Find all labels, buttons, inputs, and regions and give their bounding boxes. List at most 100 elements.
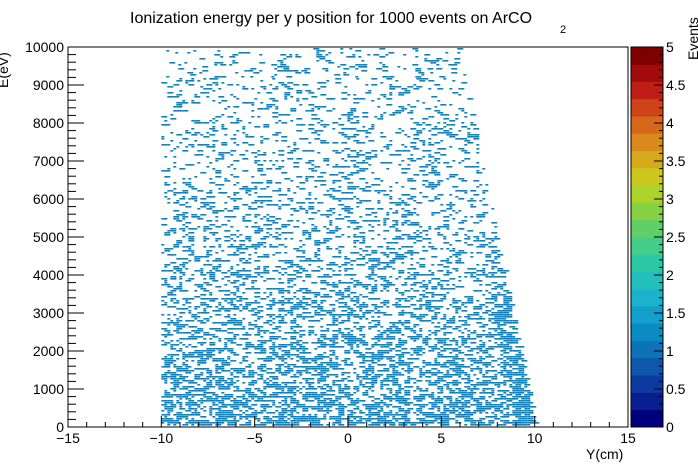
heatmap-cell: [398, 272, 405, 274]
heatmap-cell: [356, 306, 363, 308]
heatmap-cell: [257, 244, 264, 246]
heatmap-cell: [299, 250, 303, 252]
heatmap-cell: [473, 180, 480, 182]
heatmap-cell: [272, 236, 279, 238]
heatmap-cell: [470, 206, 477, 208]
heatmap-cell: [497, 398, 504, 400]
heatmap-cell: [359, 242, 366, 244]
heatmap-cell: [380, 332, 387, 334]
heatmap-cell: [269, 300, 276, 302]
heatmap-cell: [398, 164, 402, 166]
heatmap-cell: [329, 388, 333, 390]
heatmap-cell: [317, 176, 324, 178]
heatmap-cell: [398, 374, 405, 376]
heatmap-cell: [176, 300, 180, 302]
heatmap-cell: [422, 290, 426, 292]
heatmap-cell: [290, 392, 297, 394]
heatmap-cell: [485, 412, 489, 414]
heatmap-cell: [329, 290, 336, 292]
heatmap-cell: [221, 158, 225, 160]
heatmap-cell: [359, 168, 363, 170]
heatmap-cell: [296, 390, 300, 392]
heatmap-cell: [473, 136, 480, 138]
heatmap-cell: [515, 350, 519, 352]
heatmap-cell: [170, 406, 177, 408]
heatmap-cell: [416, 316, 423, 318]
heatmap-cell: [464, 322, 468, 324]
heatmap-cell: [482, 274, 489, 276]
heatmap-cell: [323, 352, 327, 354]
heatmap-cell: [332, 142, 339, 144]
heatmap-cell: [290, 400, 297, 402]
heatmap-cell: [179, 198, 186, 200]
heatmap-cell: [323, 160, 330, 162]
heatmap-cell: [236, 130, 240, 132]
heatmap-cell: [509, 316, 513, 318]
heatmap-cell: [260, 340, 264, 342]
heatmap-cell: [191, 320, 195, 322]
heatmap-cell: [251, 244, 258, 246]
heatmap-cell: [314, 244, 321, 246]
heatmap-cell: [500, 294, 507, 296]
heatmap-cell: [479, 270, 486, 272]
heatmap-cell: [182, 196, 186, 198]
heatmap-cell: [173, 244, 180, 246]
heatmap-cell: [428, 154, 432, 156]
heatmap-cell: [457, 48, 464, 50]
heatmap-cell: [305, 292, 312, 294]
heatmap-cell: [344, 290, 351, 292]
heatmap-cell: [187, 72, 194, 74]
heatmap-cell: [419, 294, 426, 296]
heatmap-cell: [482, 268, 486, 270]
heatmap-cell: [278, 414, 285, 416]
heatmap-cell: [398, 320, 402, 322]
heatmap-cell: [320, 406, 324, 408]
heatmap-cell: [461, 220, 468, 222]
heatmap-cell: [200, 190, 204, 192]
heatmap-cell: [359, 304, 366, 306]
heatmap-cell: [170, 346, 174, 348]
heatmap-cell: [188, 182, 192, 184]
heatmap-cell: [386, 336, 393, 338]
heatmap-cell: [443, 280, 447, 282]
heatmap-cell: [242, 292, 246, 294]
heatmap-cell: [287, 282, 291, 284]
heatmap-cell: [509, 306, 513, 308]
heatmap-cell: [428, 138, 432, 140]
heatmap-cell: [164, 264, 171, 266]
heatmap-cell: [269, 340, 273, 342]
heatmap-cell: [419, 368, 423, 370]
heatmap-cell: [167, 314, 171, 316]
heatmap-cell: [440, 378, 444, 380]
heatmap-cell: [401, 144, 405, 146]
heatmap-cell: [230, 238, 234, 240]
heatmap-cell: [395, 150, 402, 152]
heatmap-cell: [287, 274, 294, 276]
heatmap-cell: [491, 412, 495, 414]
heatmap-cell: [221, 330, 228, 332]
heatmap-cell: [353, 240, 360, 242]
heatmap-cell: [407, 376, 411, 378]
heatmap-cell: [332, 310, 336, 312]
heatmap-cell: [437, 392, 441, 394]
heatmap-cell: [191, 236, 195, 238]
heatmap-cell: [173, 156, 177, 158]
heatmap-cell: [467, 316, 471, 318]
heatmap-cell: [470, 198, 474, 200]
heatmap-cell: [410, 348, 417, 350]
heatmap-cell: [269, 336, 276, 338]
heatmap-cell: [275, 416, 279, 418]
heatmap-cell: [203, 298, 210, 300]
heatmap-cell: [386, 214, 390, 216]
heatmap-cell: [188, 232, 195, 234]
heatmap-cell: [518, 366, 522, 368]
heatmap-cell: [365, 162, 369, 164]
heatmap-cell: [296, 344, 303, 346]
heatmap-cell: [260, 174, 267, 176]
heatmap-cell: [395, 110, 402, 112]
heatmap-cell: [284, 114, 291, 116]
heatmap-cell: [251, 380, 258, 382]
heatmap-cell: [245, 150, 249, 152]
heatmap-cell: [389, 374, 393, 376]
